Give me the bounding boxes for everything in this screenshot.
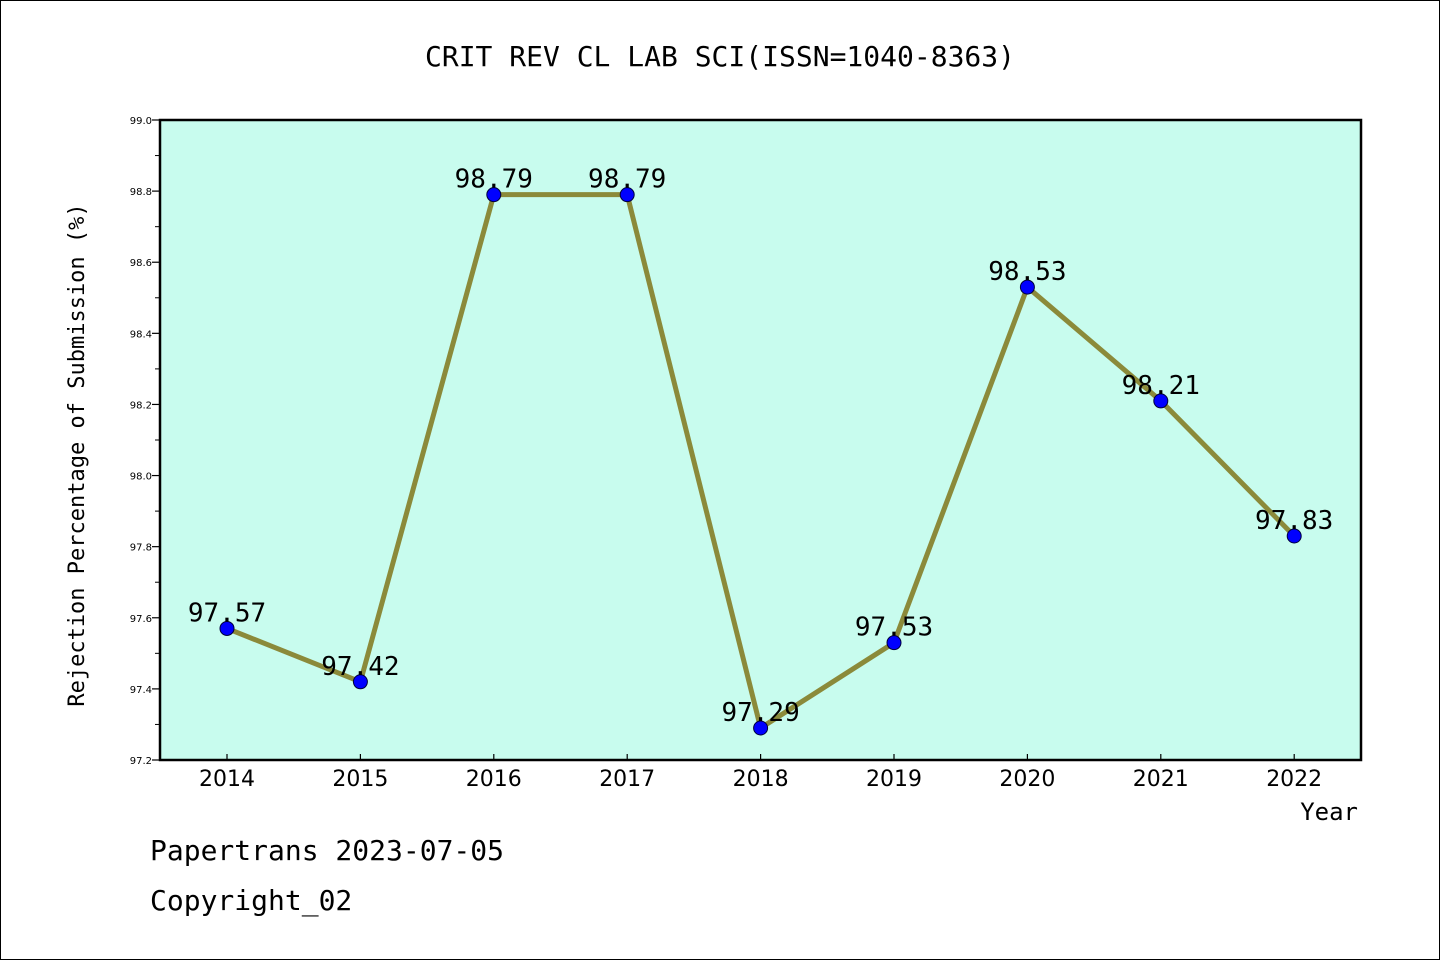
x-tick-label: 2018: [733, 767, 789, 792]
y-tick-label: 97.8: [130, 543, 152, 554]
y-tick-label: 98.0: [130, 472, 152, 483]
x-tick-label: 2014: [199, 767, 255, 792]
y-tick-label: 97.2: [130, 756, 152, 767]
data-value-label: 97.29: [721, 698, 799, 728]
y-axis: 97.2 97.4 97.6 97.8 98.0 98.2 98.4 98.6 98.8 99.0: [130, 116, 160, 767]
x-tick-label: 2016: [466, 767, 522, 792]
series-markers: [219, 187, 1302, 736]
y-tick-label: 99.0: [130, 116, 152, 127]
x-axis-label: Year: [1300, 798, 1358, 826]
plot-area: [158, 118, 1363, 762]
x-tick-label: 2019: [866, 767, 922, 792]
x-tick-label: 2022: [1266, 767, 1322, 792]
data-value-label: 98.21: [1122, 371, 1200, 401]
footer-copyright-text: Copyright_02: [150, 884, 353, 917]
y-axis-label: Rejection Percentage of Submission (%): [65, 203, 90, 706]
data-value-label: 98.53: [988, 257, 1066, 287]
y-tick-label: 98.6: [130, 258, 152, 269]
y-tick-label: 97.4: [130, 685, 152, 696]
x-tick-label: 2020: [999, 767, 1055, 792]
data-point-marker: [219, 620, 235, 636]
data-point-marker: [753, 720, 769, 736]
data-value-label: 98.79: [455, 165, 533, 195]
footer-date-text: Papertrans 2023-07-05: [150, 834, 505, 867]
data-point-marker: [1286, 528, 1302, 544]
x-tick-label: 2017: [599, 767, 655, 792]
chart-title: CRIT REV CL LAB SCI(ISSN=1040-8363): [425, 40, 1015, 73]
y-tick-label: 98.8: [130, 187, 152, 198]
data-value-label: 97.53: [855, 613, 933, 643]
data-point-marker: [352, 674, 368, 690]
data-point-marker: [1153, 393, 1169, 409]
data-point-marker: [619, 187, 635, 203]
data-value-label: 97.57: [188, 598, 266, 628]
data-point-marker: [886, 635, 902, 651]
data-point-marker: [1019, 279, 1035, 295]
y-tick-label: 97.6: [130, 614, 152, 625]
x-tick-label: 2021: [1133, 767, 1189, 792]
data-value-label: 98.79: [588, 165, 666, 195]
data-point-marker: [486, 187, 502, 203]
data-value-label: 97.83: [1255, 506, 1333, 536]
y-tick-label: 98.4: [130, 329, 152, 340]
x-axis: 2014 2015 2016 2017 2018 2019 2020 2021 2022: [199, 754, 1322, 792]
y-tick-label: 98.2: [130, 400, 152, 411]
data-labels: 97.57 97.42 98.79 98.79 97.29 97.53 98.53 98.21…: [188, 165, 1333, 728]
data-value-label: 97.42: [321, 652, 399, 682]
x-tick-label: 2015: [332, 767, 388, 792]
